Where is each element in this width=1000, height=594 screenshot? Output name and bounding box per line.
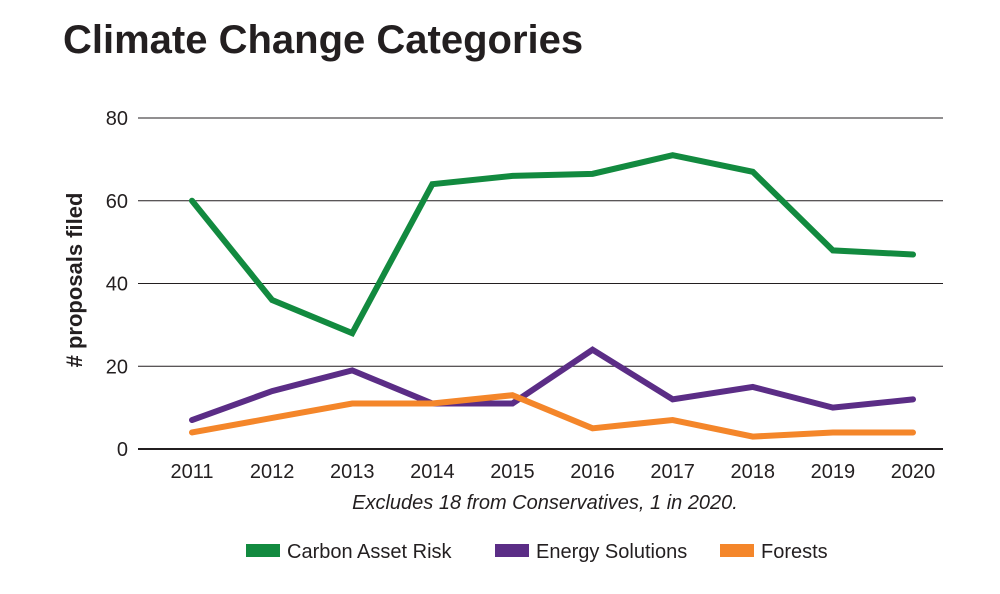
series-line-forests: [189, 392, 916, 440]
legend-label: Carbon Asset Risk: [287, 541, 453, 563]
gridlines: [138, 117, 943, 367]
x-tick-label: 2012: [250, 461, 295, 483]
legend-label: Energy Solutions: [536, 541, 687, 563]
chart-title: Climate Change Categories: [63, 18, 584, 62]
y-tick-label: 20: [106, 356, 128, 378]
y-tick-label: 0: [117, 439, 128, 461]
x-tick-label: 2013: [330, 461, 375, 483]
x-tick-label: 2019: [811, 461, 856, 483]
x-axis-ticks: 2011 2012 2013 2014 2015 2016 2017 2018 2019 2020: [170, 461, 935, 483]
x-tick-label: 2016: [570, 461, 615, 483]
legend-swatch: [720, 544, 754, 557]
legend-swatch: [495, 544, 529, 557]
y-tick-label: 60: [106, 191, 128, 213]
x-tick-label: 2015: [490, 461, 535, 483]
series-lines: [189, 152, 916, 440]
x-tick-label: 2017: [650, 461, 695, 483]
y-tick-label: 80: [106, 108, 128, 130]
legend-label: Forests: [761, 541, 828, 563]
y-tick-label: 40: [106, 274, 128, 296]
legend: Carbon Asset Risk Energy Solutions Forests: [246, 541, 828, 563]
y-axis-ticks: 0 20 40 60 80: [106, 108, 128, 461]
x-tick-label: 2011: [170, 461, 213, 483]
series-line-energy-solutions: [189, 346, 916, 424]
x-tick-label: 2020: [891, 461, 936, 483]
x-tick-label: 2014: [410, 461, 455, 483]
series-line-carbon-asset-risk: [189, 152, 916, 337]
y-axis-label: # proposals filed: [62, 193, 87, 368]
chart-note: Excludes 18 from Conservatives, 1 in 202…: [352, 492, 738, 514]
x-tick-label: 2018: [731, 461, 776, 483]
legend-swatch: [246, 544, 280, 557]
